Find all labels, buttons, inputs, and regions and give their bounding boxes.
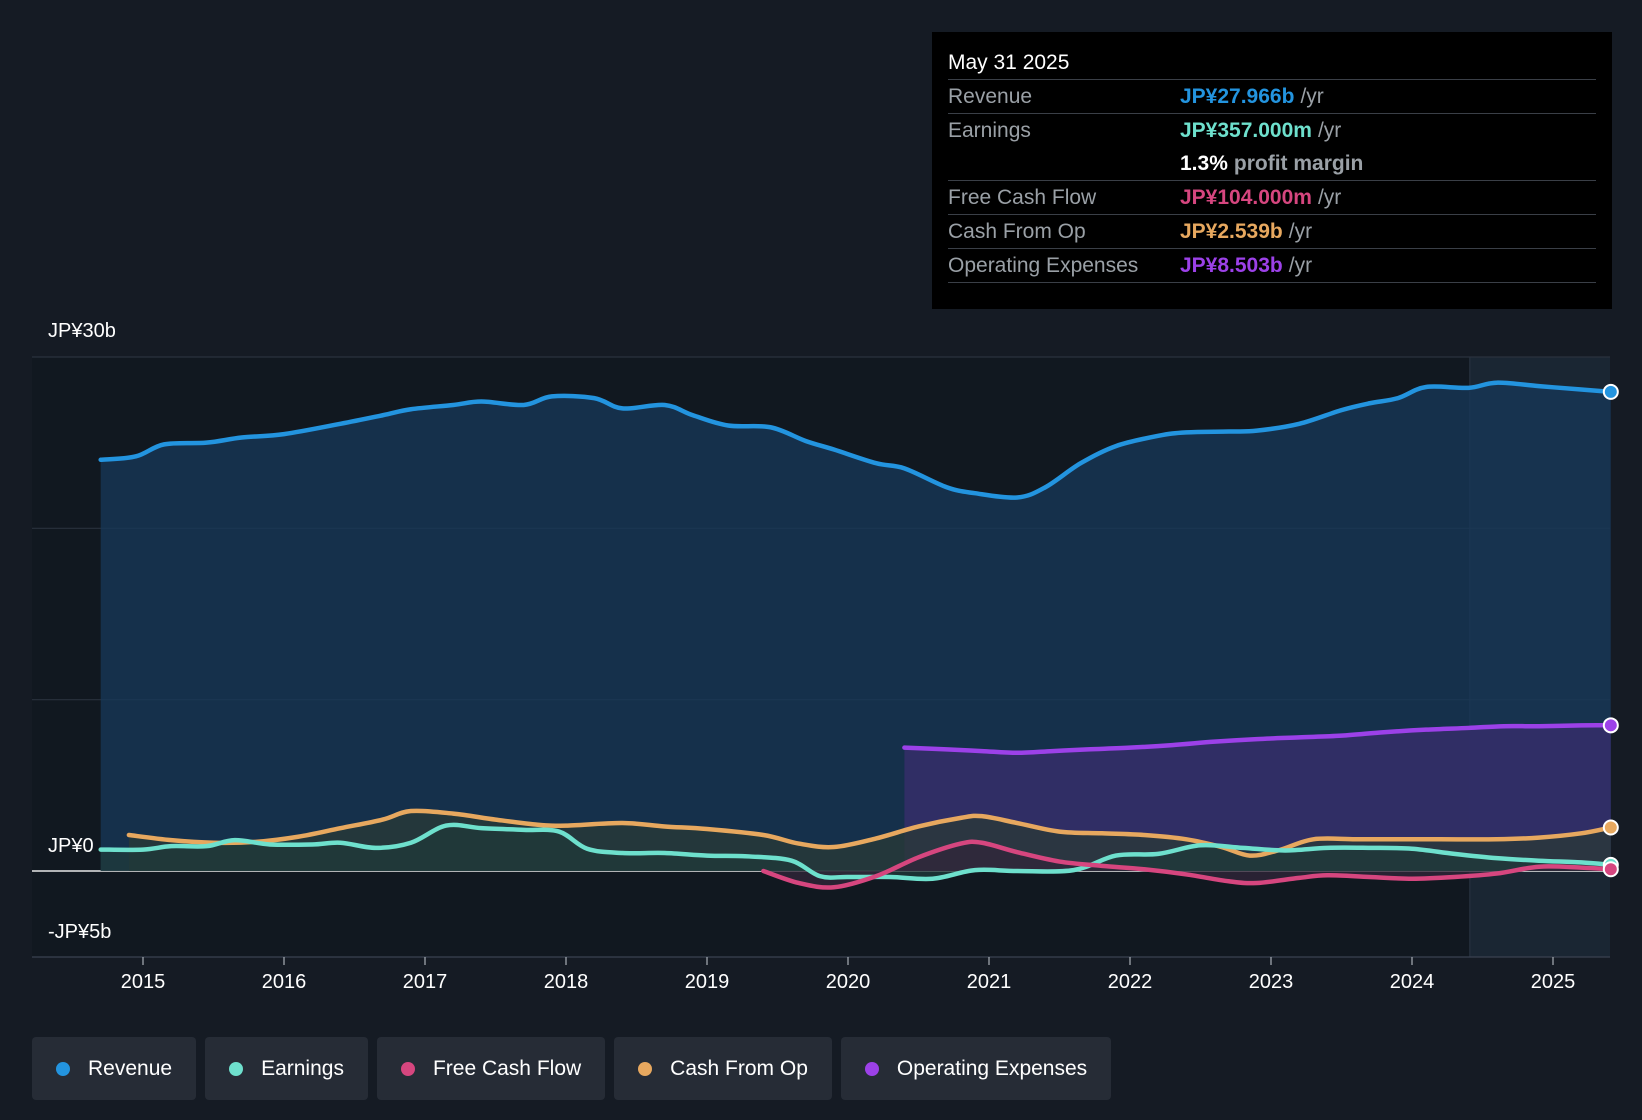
tooltip-unit: /yr bbox=[1288, 219, 1313, 243]
legend-item-revenue[interactable]: Revenue bbox=[32, 1037, 197, 1100]
legend-label: Earnings bbox=[261, 1056, 344, 1080]
tooltip-unit: /yr bbox=[1288, 253, 1313, 277]
tooltip-label: Cash From Op bbox=[948, 219, 1086, 243]
x-tick-label: 2023 bbox=[1248, 971, 1294, 993]
tooltip-label: Earnings bbox=[948, 118, 1031, 142]
tooltip-row-fcf: Free Cash Flow JP¥104.000m /yr bbox=[948, 181, 1596, 215]
legend-item-free-cash-flow[interactable]: Free Cash Flow bbox=[376, 1037, 606, 1100]
tooltip-label: Operating Expenses bbox=[948, 253, 1139, 277]
legend-label: Free Cash Flow bbox=[432, 1056, 582, 1080]
earnings-area bbox=[100, 824, 1611, 880]
earnings-line bbox=[98, 822, 1614, 882]
series-lines bbox=[98, 380, 1614, 890]
x-tick-label: 2019 bbox=[684, 971, 730, 993]
tooltip-value: 1.3% bbox=[1180, 151, 1228, 175]
free-cash-flow-line bbox=[761, 839, 1614, 890]
tooltip-date: May 31 2025 bbox=[948, 48, 1596, 80]
y-tick-top: JP¥30b bbox=[48, 320, 116, 342]
tooltip-panel: May 31 2025 Revenue JP¥27.966b /yr Earni… bbox=[932, 32, 1612, 309]
legend-dot-icon bbox=[229, 1061, 244, 1076]
legend-item-cash-from-op[interactable]: Cash From Op bbox=[614, 1037, 832, 1100]
cash-from-op-endpoint bbox=[1602, 819, 1619, 836]
tooltip-row-cfo: Cash From Op JP¥2.539b /yr bbox=[948, 215, 1596, 249]
legend-item-operating-expenses[interactable]: Operating Expenses bbox=[840, 1037, 1112, 1100]
x-tick-label: 2016 bbox=[261, 971, 307, 993]
x-tick-label: 2025 bbox=[1530, 971, 1576, 993]
y-tick-bottom: -JP¥5b bbox=[48, 921, 112, 943]
tooltip-value: JP¥2.539b bbox=[1180, 219, 1283, 243]
tooltip-unit: /yr bbox=[1317, 185, 1342, 209]
x-tick-label: 2022 bbox=[1107, 971, 1153, 993]
tooltip-value: JP¥8.503b bbox=[1180, 253, 1283, 277]
legend-dot-icon bbox=[400, 1061, 415, 1076]
tooltip-row-earnings: Earnings JP¥357.000m /yr bbox=[948, 114, 1596, 147]
legend-label: Cash From Op bbox=[670, 1056, 808, 1080]
legend-dot-icon bbox=[638, 1061, 653, 1076]
tooltip-label: Revenue bbox=[948, 84, 1033, 108]
cash-from-op-line bbox=[126, 808, 1614, 858]
tooltip-row-margin: 1.3% profit margin bbox=[948, 147, 1596, 181]
tooltip-value: JP¥104.000m bbox=[1180, 185, 1312, 209]
x-tick-label: 2017 bbox=[402, 971, 448, 993]
legend: Revenue Earnings Free Cash Flow Cash Fro… bbox=[32, 1037, 1112, 1100]
revenue-endpoint bbox=[1602, 383, 1619, 400]
free-cash-flow-area bbox=[763, 841, 1611, 888]
legend-dot-icon bbox=[56, 1061, 70, 1076]
operating-expenses-line bbox=[902, 723, 1614, 756]
operating-expenses-endpoint bbox=[1602, 717, 1619, 734]
series-endpoints bbox=[1602, 383, 1619, 878]
tooltip-unit: /yr bbox=[1300, 84, 1324, 108]
tooltip-value: JP¥27.966b bbox=[1180, 84, 1295, 108]
tooltip-label: Free Cash Flow bbox=[948, 185, 1097, 209]
x-tick-label: 2018 bbox=[543, 971, 589, 993]
legend-dot-icon bbox=[864, 1061, 879, 1076]
legend-item-earnings[interactable]: Earnings bbox=[205, 1037, 368, 1100]
tooltip-unit: /yr bbox=[1317, 118, 1342, 142]
legend-label: Revenue bbox=[88, 1056, 173, 1080]
free-cash-flow-endpoint bbox=[1602, 861, 1619, 878]
x-tick-label: 2021 bbox=[966, 971, 1012, 993]
x-tick-label: 2020 bbox=[825, 971, 871, 993]
x-tick-label: 2015 bbox=[120, 971, 166, 993]
legend-label: Operating Expenses bbox=[896, 1056, 1088, 1080]
tooltip-row-revenue: Revenue JP¥27.966b /yr bbox=[948, 80, 1596, 114]
tooltip-unit: profit margin bbox=[1233, 151, 1364, 175]
revenue-line bbox=[98, 380, 1614, 500]
tooltip-value: JP¥357.000m bbox=[1180, 118, 1312, 142]
x-tick-label: 2024 bbox=[1389, 971, 1435, 993]
tooltip-row-opex: Operating Expenses JP¥8.503b /yr bbox=[948, 249, 1596, 283]
y-tick-zero: JP¥0 bbox=[48, 835, 94, 857]
